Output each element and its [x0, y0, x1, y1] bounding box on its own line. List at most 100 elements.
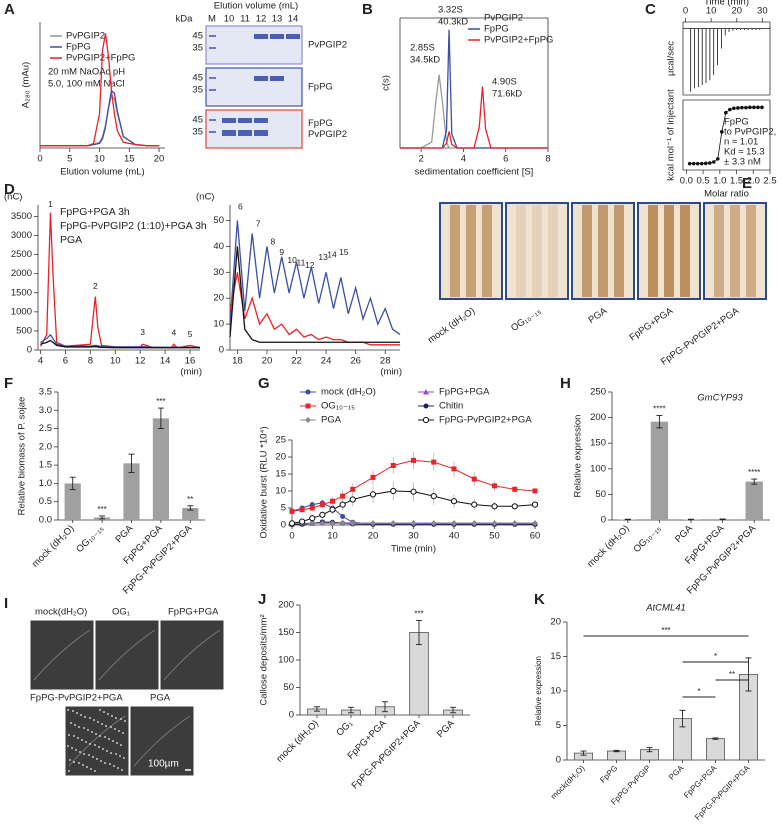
marker: [289, 508, 295, 514]
marker: [349, 496, 356, 503]
x-tick-label: 30: [757, 6, 768, 17]
x-axis-label: sedimentation coefficient [S]: [415, 167, 534, 178]
y-tick-label: 0: [289, 710, 294, 721]
point: [703, 161, 708, 166]
callose-spot: [89, 743, 91, 745]
bar: [706, 738, 725, 761]
peak-label: 15: [339, 247, 349, 257]
point: [752, 105, 756, 110]
callose-spot: [123, 757, 125, 759]
marker: [390, 520, 397, 527]
marker: [410, 488, 417, 495]
y-axis-label: (nC): [4, 192, 22, 203]
callose-spot: [105, 725, 107, 727]
protein-band: [254, 130, 268, 136]
series-line: [229, 220, 401, 335]
ladder-band: [209, 119, 216, 121]
callose-spot: [109, 763, 111, 765]
marker-label: 35: [192, 127, 203, 138]
peak-label: 5: [188, 329, 193, 339]
callose-spot: [75, 749, 77, 751]
marker: [471, 501, 478, 508]
marker: [305, 403, 311, 409]
marker: [411, 457, 416, 463]
marker: [349, 520, 356, 527]
gel-title: Elution volume (mL): [214, 1, 298, 12]
y-tick-label: 0.0: [39, 515, 52, 526]
micrograph: [29, 619, 95, 691]
peak-label: 2: [93, 281, 98, 291]
x-tick-label: 8: [545, 154, 550, 165]
peak-label: 1: [48, 199, 53, 209]
y-tick-label: 10: [213, 319, 224, 330]
y-tick-label: 3.0: [39, 405, 52, 416]
y-tick-label: 0.5: [39, 496, 52, 507]
x-tick-label: 10: [94, 154, 105, 165]
y-tick-label: 50: [595, 489, 606, 500]
x-tick-label: 50: [489, 531, 500, 542]
callose-spot: [78, 762, 80, 764]
x-tick-label: 40: [449, 531, 460, 542]
marker: [430, 520, 437, 527]
marker: [492, 483, 497, 489]
legend-label: FpPG-PvPGIP2 (1:10)+PGA 3h: [60, 220, 207, 232]
callose-spot: [87, 729, 89, 731]
y-axis-label: Relative biomass of P. sojae: [17, 397, 28, 516]
micrograph-label: OG₁: [112, 607, 130, 618]
marker: [288, 520, 296, 527]
callose-spot: [118, 730, 120, 732]
gel-row-label: PvPGIP2: [308, 40, 347, 51]
series-line: [291, 459, 536, 512]
lane-label: 10: [224, 14, 235, 25]
lane-label: 14: [288, 14, 299, 25]
peak-label: 11: [297, 257, 306, 267]
significance: ****: [748, 468, 760, 477]
callose-spot: [97, 721, 99, 723]
root-stain: [730, 205, 740, 297]
callose-spot: [115, 753, 117, 755]
callose-spot: [73, 735, 75, 737]
root-stain: [582, 205, 592, 297]
x-tick-label: OG₁: [334, 718, 354, 738]
panel-label: H: [560, 375, 571, 392]
marker: [390, 463, 396, 468]
y-tick-label: 5: [281, 503, 286, 514]
annotation: n ≈ 1.01: [724, 137, 758, 148]
marker: [329, 520, 336, 527]
marker: [471, 520, 478, 527]
x-tick-label: 6: [503, 154, 508, 165]
protein-band: [286, 34, 300, 39]
protein-band: [254, 76, 268, 81]
y-tick-label: 20: [275, 452, 286, 463]
y-tick-label: 25: [275, 435, 286, 446]
point: [736, 106, 740, 110]
x-tick-label: PGA: [673, 523, 695, 545]
root-stain: [598, 205, 608, 297]
ladder-band: [209, 77, 216, 79]
marker: [340, 493, 346, 499]
callose-spot: [113, 765, 115, 767]
x-tick-label: FpPG: [598, 764, 619, 785]
legend-label: PvPGIP2+FpPG: [66, 53, 135, 64]
point: [720, 130, 724, 134]
x-tick-label: mock (dH₂O): [30, 523, 77, 570]
callose-spot: [72, 710, 74, 712]
x-tick-label: 4: [38, 356, 43, 367]
bar: [152, 418, 169, 520]
series-line: [291, 490, 536, 524]
lane-label: 13: [272, 14, 283, 25]
significance: ****: [653, 405, 665, 414]
marker: [309, 505, 315, 511]
x-tick-label: 28: [380, 356, 391, 367]
y-tick-label: 0: [601, 515, 606, 526]
x-tick-label: OG₁₀₋₁₅: [74, 523, 106, 555]
panel-label: K: [534, 591, 545, 608]
callose-spot: [73, 761, 75, 763]
root-stain: [482, 205, 492, 297]
y-axis-label: Callose deposits/mm²: [259, 614, 270, 705]
photo-label: OG₁₀₋₁₅: [509, 305, 543, 334]
x-tick-label: 2.0: [747, 176, 760, 187]
y-tick-label: 20: [213, 293, 224, 304]
point: [748, 105, 752, 110]
x-axis-label: Elution volume (mL): [60, 167, 144, 178]
